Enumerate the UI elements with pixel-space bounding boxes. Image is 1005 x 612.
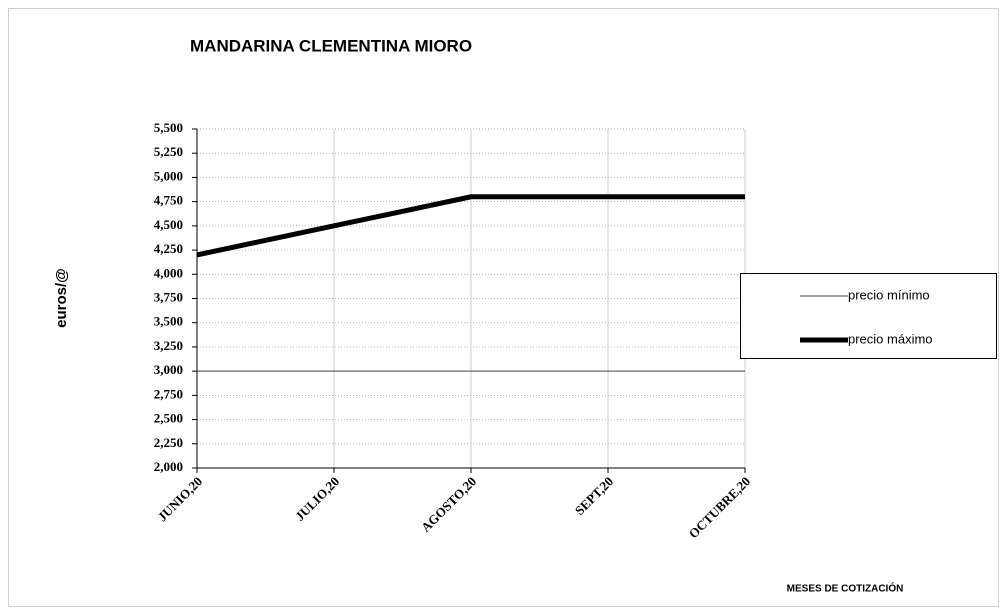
- y-tick-label: 5,500: [154, 120, 183, 135]
- x-axis-title: MESES DE COTIZACIÓN: [787, 582, 904, 595]
- legend-box: [740, 273, 997, 359]
- y-tick-label: 2,500: [154, 411, 183, 426]
- y-tick-label: 2,750: [154, 386, 183, 401]
- series-line: [196, 194, 745, 258]
- y-tick-label: 3,250: [154, 338, 183, 353]
- y-tick-label: 5,000: [154, 168, 183, 183]
- y-tick-label: 3,000: [154, 362, 183, 377]
- y-tick-label: 3,500: [154, 314, 183, 329]
- y-tick-label: 2,000: [154, 459, 183, 474]
- y-axis-title: euros/@: [53, 268, 70, 328]
- y-tick-label: 4,250: [154, 241, 183, 256]
- y-tick-label: 4,750: [154, 193, 183, 208]
- chart-title: MANDARINA CLEMENTINA MIORO: [190, 36, 472, 55]
- y-tick-label: 5,250: [154, 144, 183, 159]
- y-tick-label: 4,000: [154, 265, 183, 280]
- legend-label: precio mínimo: [848, 287, 930, 302]
- legend-label: precio máximo: [848, 331, 933, 346]
- y-tick-label: 3,750: [154, 289, 183, 304]
- y-tick-label: 4,500: [154, 217, 183, 232]
- y-tick-label: 2,250: [154, 435, 183, 450]
